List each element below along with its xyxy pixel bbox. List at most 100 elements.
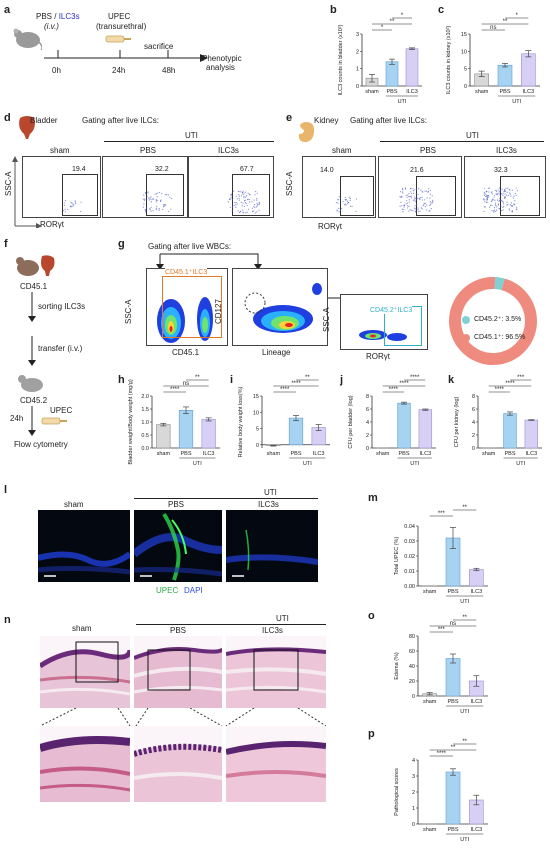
cd45-2-gate-label: CD45.2⁺ILC3	[370, 306, 413, 314]
bladder-value-ilc3s: 67.7	[240, 166, 254, 173]
panel-j-letter: j	[340, 374, 344, 386]
kidney-flow-plot-ilc3s	[464, 156, 546, 218]
group-label: UTI	[398, 99, 407, 105]
y-tick-label: 10	[461, 49, 467, 55]
panel-a-letter: a	[4, 4, 11, 16]
x-tick-label: sham	[157, 451, 171, 457]
transfer-label: transfer (i.v.)	[38, 344, 83, 353]
flow-arrow-final	[28, 406, 36, 436]
x-tick-label: PBS	[398, 451, 409, 457]
zoom-guides	[40, 708, 326, 727]
histo-label-ilc3s: ILC3s	[262, 626, 283, 635]
panel-i-letter: i	[230, 374, 234, 386]
y-tick-label: 1	[356, 67, 359, 73]
y-tick-label: 40	[409, 664, 415, 670]
sig-label: ns	[490, 25, 496, 31]
x-tick-label: PBS	[180, 451, 191, 457]
kidney-gate-sham	[340, 176, 374, 216]
bladder-plot-label-ilc3s: ILC3s	[218, 146, 239, 155]
y-tick-label: 15	[253, 394, 259, 400]
bar-PBS	[445, 658, 461, 697]
y-tick-label: 0	[412, 694, 415, 700]
fluor-image-pbs	[134, 510, 222, 582]
group-label: UTI	[410, 461, 419, 467]
kidney-value-pbs: 21.6	[410, 167, 424, 174]
chart-i: 0 5 10 15 Relative body weight loss(%) sham PB…	[238, 375, 330, 467]
y-tick-label: 0	[464, 84, 467, 90]
kidney-gating-label: Gating after live ILCs:	[350, 116, 427, 125]
y-tick-label: 0.0	[141, 446, 149, 452]
chart-c: 0 5 10 15 ILC3 counts in kidney (x10²) sham PB…	[446, 13, 540, 105]
y-tick-label: 0.5	[141, 433, 149, 439]
panel-f-letter: f	[4, 238, 8, 250]
panel-k-letter: k	[448, 374, 455, 386]
x-tick-label: PBS	[504, 451, 515, 457]
histo-image-sham	[40, 636, 130, 708]
bladder-gate-pbs	[146, 174, 184, 216]
kidney-uti-label: UTI	[466, 131, 479, 140]
bar-PBS	[503, 413, 517, 449]
y-tick-label: 1	[412, 806, 415, 812]
group-label: UTI	[193, 461, 202, 467]
cd45-1-gate	[162, 276, 222, 338]
fluor-image-sham	[38, 510, 130, 582]
flow-arrows	[28, 292, 36, 366]
donut-slice-0	[494, 277, 505, 291]
timeline-axis	[44, 50, 208, 62]
y-tick-label: 4	[366, 420, 369, 426]
donor-mouse-icon	[16, 255, 55, 276]
sig-label: ****	[389, 387, 399, 393]
kidney-icon	[298, 122, 315, 142]
y-axis-label: Relative body weight loss(%)	[238, 387, 244, 458]
kidney-yaxis: SSC-A	[285, 171, 294, 196]
y-axis-label: Total UPEC (%)	[394, 537, 400, 576]
y-tick-label: 0	[366, 446, 369, 452]
y-tick-label: 2	[356, 49, 359, 55]
x-tick-label: ILC3	[313, 451, 325, 457]
x-tick-label: PBS	[499, 89, 510, 95]
sig-label: **	[503, 19, 508, 25]
sig-label: ****	[291, 381, 301, 387]
histo-image-ilc3s	[226, 636, 326, 708]
bar-PBS	[385, 61, 399, 87]
legend-swatch-cd45-2	[462, 316, 470, 324]
y-tick-label: 2.0	[141, 394, 149, 400]
kidney-value-ilc3s: 32.3	[494, 167, 508, 174]
panel-m-letter: m	[368, 492, 378, 504]
sig-label: ***	[438, 511, 446, 517]
sig-label: **	[451, 745, 456, 751]
y-tick-label: 10	[253, 410, 259, 416]
y-tick-label: 2	[472, 433, 475, 439]
y-tick-label: 5	[256, 427, 259, 433]
mouse-icon	[13, 28, 42, 50]
y-tick-label: 5	[464, 67, 467, 73]
y-tick-label: 0.02	[404, 554, 415, 560]
x-tick-label: ILC3	[526, 451, 538, 457]
bar-sham	[156, 424, 171, 449]
y-tick-label: 2	[366, 433, 369, 439]
x-tick-label: PBS	[447, 589, 458, 595]
bladder-xaxis: RORγt	[40, 220, 64, 229]
x-tick-label: sham	[376, 451, 390, 457]
y-tick-label: 3	[356, 32, 359, 38]
bladder-flow-plot-pbs	[102, 156, 188, 218]
kidney-xaxis: RORγt	[318, 222, 342, 231]
group-label: UTI	[460, 709, 469, 715]
stain-upec: UPEC	[156, 586, 179, 595]
timepoint-48h: 48h	[162, 66, 176, 75]
bar-PBS	[178, 409, 194, 449]
x-tick-label: sham	[267, 451, 281, 457]
x-tick-label: sham	[423, 589, 437, 595]
donor-ratio-donut	[449, 277, 537, 365]
timepoint-0h: 0h	[52, 66, 61, 75]
donor-label: CD45.1	[20, 282, 48, 291]
time-label: 24h	[10, 414, 24, 423]
upec-label: UPEC	[50, 406, 73, 415]
y-tick-label: 3	[412, 774, 415, 780]
bladder-plot-label-sham: sham	[50, 146, 70, 155]
y-tick-label: 6	[472, 407, 475, 413]
bladder-flow-plot-ilc3s	[188, 156, 274, 218]
y-tick-label: 0.04	[404, 524, 415, 530]
